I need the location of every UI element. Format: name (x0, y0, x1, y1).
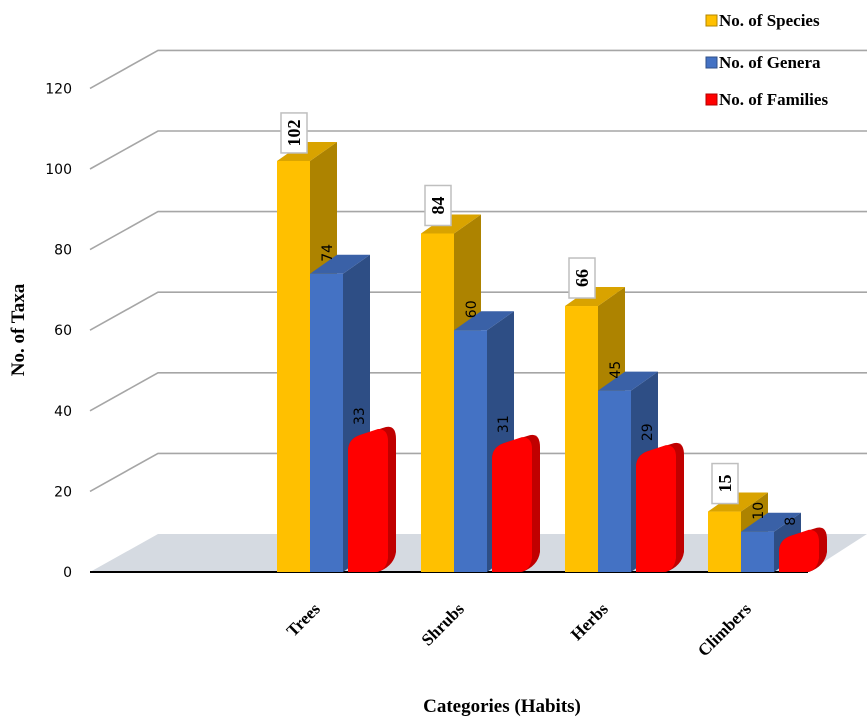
bars (277, 141, 827, 573)
bar-front (277, 160, 310, 572)
bar-top (741, 512, 801, 532)
bar-front (636, 445, 676, 572)
y-tick-label: 0 (63, 565, 72, 581)
data-label: 10 (751, 502, 767, 520)
bar-front (779, 529, 819, 572)
data-label: 15 (715, 475, 735, 493)
bar-top (598, 371, 658, 391)
bar-families (492, 434, 540, 572)
x-axis-categories: Trees Shrubs Herbs Climbers (283, 599, 755, 660)
bar-front (708, 511, 741, 572)
gridline (89, 210, 867, 251)
gridline (89, 49, 867, 90)
y-axis-ticks: 0 20 40 60 80 100 120 (45, 81, 72, 581)
y-tick-label: 100 (45, 162, 72, 178)
bar-families (779, 527, 827, 572)
y-tick-label: 40 (54, 404, 72, 420)
bar-families (636, 442, 684, 572)
legend-label: No. of Species (719, 11, 820, 30)
data-label: 74 (320, 244, 336, 262)
data-label-box (424, 184, 452, 227)
legend-label: No. of Families (719, 90, 828, 109)
bar-families (348, 426, 396, 572)
y-tick-label: 80 (54, 243, 72, 259)
bar-front (454, 330, 487, 572)
data-label: 8 (783, 517, 799, 526)
legend-swatch (705, 93, 718, 106)
gridline (89, 130, 867, 170)
bar-front (598, 390, 631, 572)
bar-front (741, 531, 774, 572)
y-tick-label: 120 (45, 81, 72, 97)
bar-top (454, 311, 514, 331)
data-label: 45 (608, 361, 624, 379)
x-axis-title: Categories (Habits) (423, 696, 581, 717)
bar-front (492, 437, 532, 572)
y-tick-label: 20 (54, 484, 72, 500)
category-label: Climbers (694, 599, 755, 660)
category-label: Shrubs (418, 599, 468, 649)
legend-swatch (705, 14, 718, 27)
legend: No. of Species No. of Genera No. of Famili… (705, 11, 828, 109)
bar-front (421, 233, 454, 573)
bar-genera (598, 371, 658, 572)
data-label-box (280, 112, 308, 154)
data-labels: 102 74 33 84 60 31 66 45 29 15 10 8 (280, 112, 799, 526)
gridline (89, 291, 867, 331)
data-label: 33 (352, 407, 368, 425)
data-label: 102 (284, 119, 304, 146)
y-axis-title: No. of Taxa (8, 283, 29, 376)
y-tick-label: 60 (54, 323, 72, 339)
bar-front (310, 273, 343, 572)
bar-top (310, 254, 370, 274)
category-label: Trees (283, 599, 324, 640)
legend-swatch (705, 56, 718, 69)
legend-label: No. of Genera (719, 53, 821, 72)
bar-front (348, 429, 388, 572)
data-label: 66 (572, 269, 592, 287)
data-label: 84 (428, 196, 448, 214)
data-label-box (711, 462, 739, 505)
data-label-box (568, 257, 596, 299)
data-label: 29 (640, 423, 656, 441)
category-label: Herbs (567, 599, 612, 644)
data-label: 60 (464, 300, 480, 318)
data-label: 31 (496, 415, 512, 433)
bar-front (565, 306, 598, 572)
